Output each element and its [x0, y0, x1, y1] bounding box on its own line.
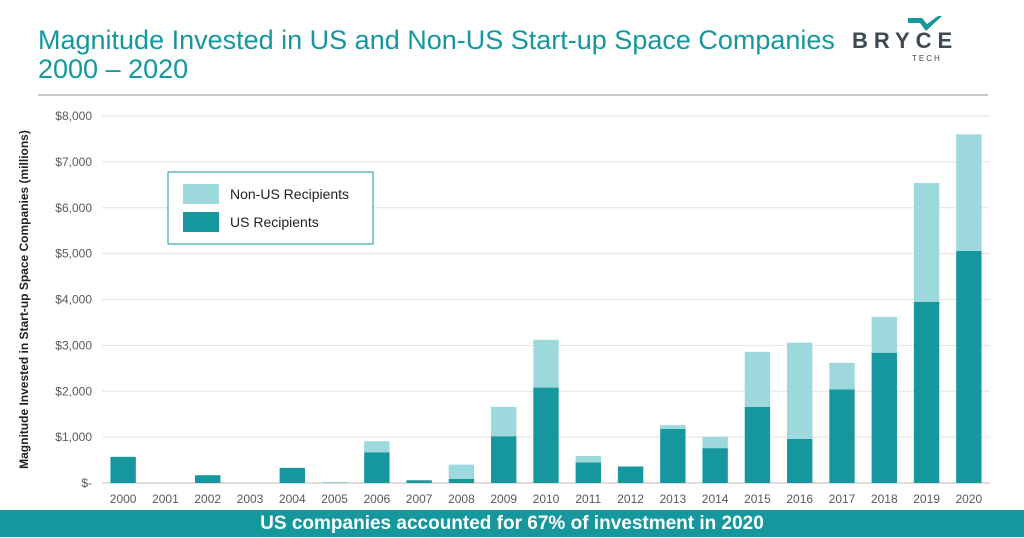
bar-us-2008 — [449, 479, 474, 483]
bar-us-2013 — [660, 429, 685, 483]
bar-non-us-2020 — [956, 134, 981, 251]
bar-us-2019 — [914, 302, 939, 483]
bar-us-2002 — [195, 475, 220, 483]
bar-non-us-2006 — [364, 441, 389, 452]
x-tick-label-2012: 2012 — [617, 492, 644, 506]
x-tick-label-2000: 2000 — [110, 492, 137, 506]
y-tick-label-0: $- — [81, 476, 92, 490]
bar-us-2006 — [364, 452, 389, 483]
y-tick-label-6000: $6,000 — [55, 201, 92, 215]
legend-label-us: US Recipients — [230, 214, 319, 230]
x-tick-label-2010: 2010 — [533, 492, 560, 506]
x-tick-label-2003: 2003 — [237, 492, 264, 506]
title-line-1: Magnitude Invested in US and Non-US Star… — [38, 26, 835, 55]
x-tick-label-2019: 2019 — [913, 492, 940, 506]
x-tick-label-2004: 2004 — [279, 492, 306, 506]
x-tick-label-2009: 2009 — [490, 492, 517, 506]
y-tick-label-1000: $1,000 — [55, 430, 92, 444]
x-tick-label-2007: 2007 — [406, 492, 433, 506]
logo-subtitle: TECH — [912, 54, 942, 63]
x-tick-label-2014: 2014 — [702, 492, 729, 506]
y-tick-label-8000: $8,000 — [55, 109, 92, 123]
bar-non-us-2019 — [914, 183, 939, 302]
brycetech-logo: BRYCE TECH — [852, 14, 988, 60]
x-tick-label-2013: 2013 — [660, 492, 687, 506]
bar-us-2017 — [829, 389, 854, 483]
footer-text: US companies accounted for 67% of invest… — [260, 513, 764, 534]
y-tick-label-5000: $5,000 — [55, 247, 92, 261]
legend-box — [168, 172, 373, 244]
y-tick-label-4000: $4,000 — [55, 293, 92, 307]
y-axis-title: Magnitude Invested in Start-up Space Com… — [17, 130, 31, 469]
legend-label-non-us: Non-US Recipients — [230, 186, 349, 202]
x-tick-label-2020: 2020 — [956, 492, 983, 506]
bar-non-us-2016 — [787, 343, 812, 439]
stacked-bar-chart: $- $1,000 $2,000 $3,000 $4,000 $5,000 $6,000 $7… — [0, 100, 1024, 510]
bar-non-us-2013 — [660, 425, 685, 429]
footer-banner: US companies accounted for 67% of invest… — [0, 510, 1024, 537]
bar-us-2018 — [872, 353, 897, 483]
bar-us-2016 — [787, 439, 812, 483]
bar-us-2012 — [618, 466, 643, 483]
bar-non-us-2011 — [576, 456, 601, 462]
legend-swatch-non-us — [183, 184, 219, 204]
x-tick-label-2001: 2001 — [152, 492, 179, 506]
bar-us-2011 — [576, 462, 601, 483]
x-tick-label-2002: 2002 — [194, 492, 221, 506]
x-tick-label-2016: 2016 — [786, 492, 813, 506]
bar-non-us-2008 — [449, 465, 474, 479]
x-tick-label-2011: 2011 — [575, 492, 601, 506]
legend-swatch-us — [183, 212, 219, 232]
bar-us-2020 — [956, 251, 981, 483]
x-tick-label-2006: 2006 — [364, 492, 391, 506]
x-tick-label-2018: 2018 — [871, 492, 898, 506]
bar-non-us-2010 — [533, 340, 558, 388]
bar-non-us-2009 — [491, 407, 516, 436]
y-tick-label-2000: $2,000 — [55, 384, 92, 398]
chart-title: Magnitude Invested in US and Non-US Star… — [38, 26, 835, 84]
bar-non-us-2015 — [745, 352, 770, 407]
bar-us-2015 — [745, 407, 770, 483]
bar-us-2007 — [406, 480, 431, 483]
bar-non-us-2014 — [702, 437, 727, 448]
x-tick-label-2008: 2008 — [448, 492, 475, 506]
bar-non-us-2018 — [872, 317, 897, 353]
bar-us-2010 — [533, 388, 558, 483]
header-divider — [38, 94, 988, 96]
x-tick-label-2017: 2017 — [829, 492, 856, 506]
bar-us-2000 — [110, 457, 135, 483]
x-tick-label-2005: 2005 — [321, 492, 348, 506]
bar-us-2009 — [491, 436, 516, 483]
y-tick-label-7000: $7,000 — [55, 155, 92, 169]
y-tick-label-3000: $3,000 — [55, 338, 92, 352]
title-line-2: 2000 – 2020 — [38, 55, 835, 84]
bar-us-2014 — [702, 448, 727, 483]
logo-wordmark: BRYCE — [852, 28, 958, 54]
bar-non-us-2017 — [829, 363, 854, 390]
x-tick-label-2015: 2015 — [744, 492, 771, 506]
bar-us-2004 — [280, 468, 305, 483]
